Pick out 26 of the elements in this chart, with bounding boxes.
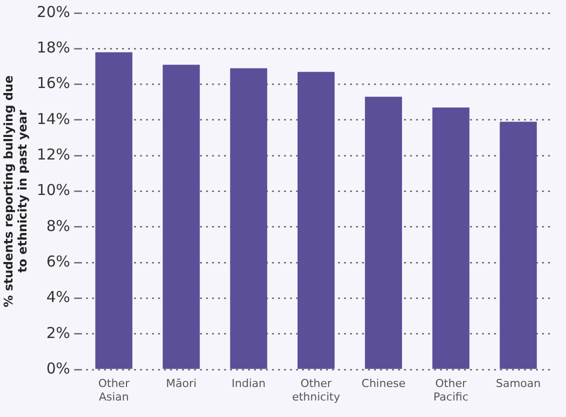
x-tick-label: Other Pacific — [433, 377, 468, 404]
y-tick-label: 4% — [46, 288, 70, 306]
y-tick-label: 16% — [36, 74, 70, 92]
y-tick-label: 14% — [36, 110, 70, 128]
bar — [432, 108, 470, 369]
y-tick-label: 6% — [46, 252, 70, 271]
x-tick-label: Other ethnicity — [292, 377, 341, 404]
y-tick-label: 12% — [36, 146, 70, 164]
bar — [95, 52, 132, 369]
y-tick-label: 0% — [46, 359, 70, 378]
bar — [364, 96, 402, 369]
y-tick-label: 2% — [46, 324, 70, 342]
x-tick-label: Indian — [232, 377, 266, 390]
y-tick-label: 18% — [36, 38, 70, 57]
y-axis-title: % students reporting bullying due to ethnicity in past year — [1, 75, 30, 308]
bar — [162, 64, 200, 369]
y-tick-label: 10% — [36, 181, 70, 200]
x-tick-label: Samoan — [496, 377, 541, 390]
y-tick-label: 8% — [46, 216, 70, 235]
x-tick-label: Māori — [166, 377, 197, 390]
y-tick-label: 20% — [36, 2, 70, 21]
x-tick-label: Chinese — [362, 377, 406, 390]
bar — [230, 68, 268, 369]
bar — [298, 72, 335, 369]
x-tick-label: Other Asian — [98, 377, 130, 404]
bar — [500, 122, 537, 369]
